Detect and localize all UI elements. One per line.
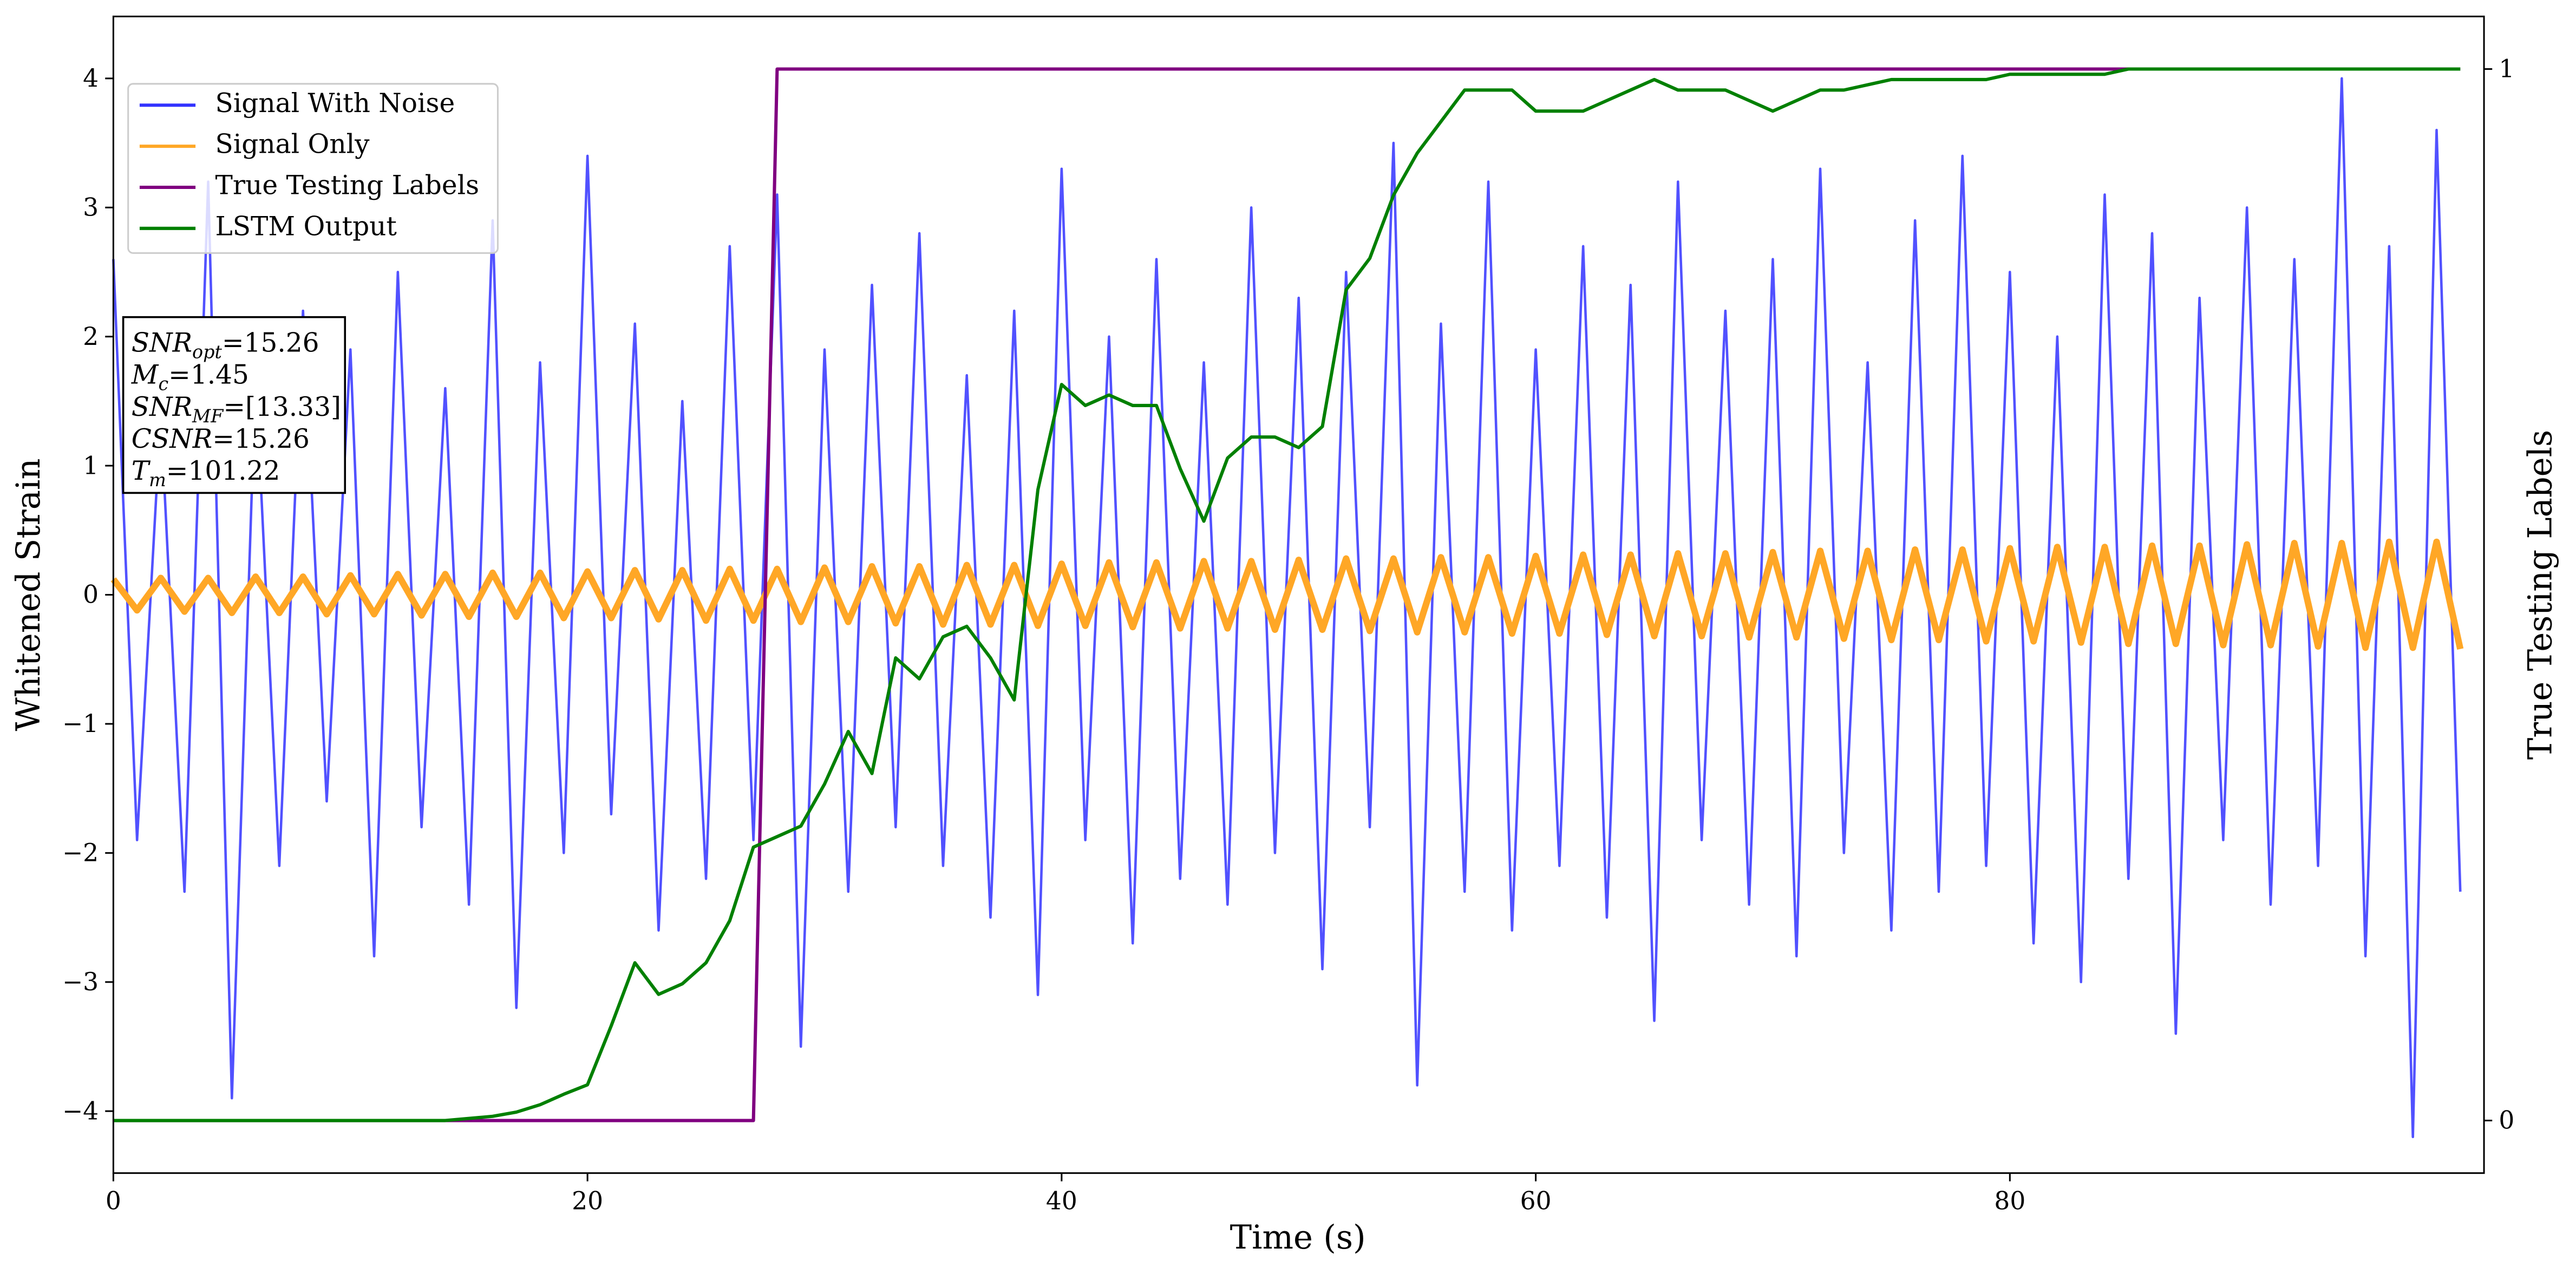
- annotation-text: =15.26: [222, 328, 319, 358]
- annotation-text: =1.45: [168, 360, 249, 390]
- y-tick-label: 1: [83, 451, 99, 480]
- x-tick-label: 20: [572, 1186, 603, 1215]
- y-axis-label: Whitened Strain: [10, 459, 48, 731]
- annotation-sub: c: [158, 374, 168, 395]
- annotation-sub: MF: [192, 406, 224, 427]
- y-tick-label: 2: [83, 322, 99, 351]
- series-line: [110, 538, 2464, 651]
- series-line: [113, 67, 2461, 1122]
- series-line: [113, 67, 2461, 1122]
- x-tick-label: 0: [106, 1186, 121, 1215]
- annotation-sub: opt: [192, 342, 222, 363]
- annotation-line: Tm=101.22: [132, 456, 280, 491]
- y-tick-label: 4: [83, 64, 99, 93]
- annotation-var: SNR: [132, 328, 192, 358]
- annotation-text: =101.22: [166, 456, 280, 486]
- x-tick-label: 60: [1520, 1186, 1552, 1215]
- legend-label: Signal With Noise: [215, 88, 455, 119]
- legend-label: LSTM Output: [215, 211, 397, 241]
- series-line: [112, 77, 2462, 1139]
- legend-label: True Testing Labels: [215, 170, 480, 200]
- annotation-line: SNRMF=[13.33]: [132, 392, 341, 427]
- annotation-var: M: [131, 360, 159, 390]
- annotation-line: CSNR=15.26: [132, 424, 310, 454]
- y2-tick-label: 0: [2499, 1106, 2514, 1135]
- annotation: SNRopt=15.26Mc=1.45SNRMF=[13.33]CSNR=15.…: [122, 316, 346, 494]
- annotation-sub: m: [149, 469, 166, 491]
- legend-box: [127, 83, 499, 254]
- y-tick-label: −3: [62, 968, 99, 996]
- annotation-var: CSNR: [132, 424, 212, 454]
- annotation-line: Mc=1.45: [131, 360, 249, 395]
- y2-tick-label: 1: [2499, 55, 2514, 83]
- annotation-text: =15.26: [212, 424, 310, 454]
- y-tick-label: 3: [83, 193, 99, 221]
- y-tick-label: −2: [62, 839, 99, 867]
- annotation-var: SNR: [132, 392, 192, 422]
- x-tick-label: 80: [1994, 1186, 2025, 1215]
- legend-label: Signal Only: [215, 129, 370, 160]
- legend: Signal With Noise Signal Only True Testing…: [127, 83, 499, 254]
- y-tick-label: 0: [83, 580, 99, 609]
- y-tick-label: −4: [62, 1096, 99, 1125]
- y-tick-label: −1: [62, 709, 99, 738]
- annotation-text: =[13.33]: [223, 392, 341, 422]
- x-tick-label: 40: [1046, 1186, 1077, 1215]
- annotation-box: [122, 316, 346, 494]
- annotation-line: SNRopt=15.26: [132, 328, 319, 362]
- y2-axis-label: True Testing Labels: [2521, 430, 2559, 760]
- x-axis-label: Time (s): [1230, 1219, 1366, 1257]
- plot-area: [110, 67, 2464, 1139]
- annotation-var: T: [132, 456, 151, 486]
